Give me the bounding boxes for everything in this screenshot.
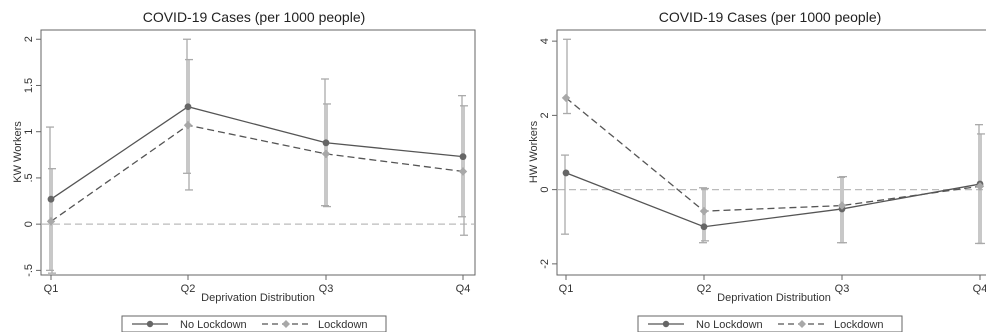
data-point-lockdown bbox=[561, 93, 571, 103]
y-tick-label: .5 bbox=[23, 173, 35, 182]
x-axis-label: Deprivation Distribution bbox=[201, 292, 315, 304]
chart-panel-hw: COVID-19 Cases (per 1000 people) HW Work… bbox=[528, 9, 986, 332]
x-tick-label: Q1 bbox=[44, 283, 59, 295]
x-axis-label: Deprivation Distribution bbox=[717, 292, 831, 304]
x-tick-label: Q3 bbox=[835, 283, 850, 295]
legend: No Lockdown Lockdown bbox=[121, 315, 387, 332]
data-point-no-lockdown bbox=[47, 195, 55, 203]
series-line-lockdown bbox=[50, 124, 464, 222]
chart-title: COVID-19 Cases (per 1000 people) bbox=[143, 9, 366, 25]
chart-marks: -.5 0 .5 1 1.5 2 Q1 Q2 Q3 Q4 bbox=[23, 36, 474, 295]
data-point-no-lockdown bbox=[562, 169, 570, 177]
plot-frame bbox=[40, 29, 476, 276]
series-line-lockdown bbox=[565, 97, 981, 212]
y-tick-label: -2 bbox=[539, 259, 551, 269]
data-point-no-lockdown bbox=[700, 223, 708, 231]
y-tick-label: 2 bbox=[539, 112, 551, 118]
y-axis-label: HW Workers bbox=[528, 120, 540, 183]
x-tick-label: Q2 bbox=[697, 283, 712, 295]
legend-marker-lockdown bbox=[282, 320, 290, 328]
data-point-lockdown bbox=[975, 182, 985, 191]
y-tick-label: 1.5 bbox=[23, 78, 35, 93]
legend-label-lockdown: Lockdown bbox=[318, 319, 368, 331]
chart-title: COVID-19 Cases (per 1000 people) bbox=[659, 9, 882, 25]
x-tick-label: Q3 bbox=[319, 283, 334, 295]
legend-label-lockdown: Lockdown bbox=[834, 319, 884, 331]
x-tick-label: Q4 bbox=[973, 283, 986, 295]
y-tick-label: 0 bbox=[539, 187, 551, 193]
data-point-no-lockdown bbox=[322, 139, 330, 147]
y-tick-label: -.5 bbox=[23, 264, 35, 277]
x-tick-label: Q2 bbox=[181, 283, 196, 295]
legend-box bbox=[121, 315, 387, 332]
legend-label-no-lockdown: No Lockdown bbox=[696, 319, 763, 331]
y-tick-label: 0 bbox=[23, 221, 35, 227]
y-tick-label: 4 bbox=[539, 38, 551, 44]
y-tick-label: 2 bbox=[23, 36, 35, 42]
data-point-lockdown bbox=[183, 121, 193, 130]
y-axis-label: KW Workers bbox=[12, 121, 24, 183]
legend-label-no-lockdown: No Lockdown bbox=[180, 319, 247, 331]
data-point-lockdown bbox=[46, 217, 56, 226]
y-tick-label: 1 bbox=[23, 129, 35, 135]
legend-marker-no-lockdown bbox=[662, 320, 670, 328]
data-point-lockdown bbox=[837, 201, 847, 210]
data-point-lockdown bbox=[321, 149, 331, 159]
legend-marker-no-lockdown bbox=[146, 320, 154, 328]
legend: No Lockdown Lockdown bbox=[637, 315, 903, 332]
x-tick-label: Q1 bbox=[559, 283, 574, 295]
chart-marks: -2 0 2 4 Q1 Q2 Q3 Q4 bbox=[539, 38, 986, 295]
series-line-no-lockdown bbox=[50, 106, 464, 200]
chart-panel-kw: COVID-19 Cases (per 1000 people) KW Work… bbox=[12, 9, 476, 332]
series-line-no-lockdown bbox=[565, 172, 981, 228]
plot-frame bbox=[556, 29, 986, 276]
data-point-lockdown bbox=[699, 206, 709, 216]
data-point-lockdown bbox=[458, 167, 468, 176]
legend-box bbox=[637, 315, 903, 332]
legend-marker-lockdown bbox=[798, 320, 806, 328]
data-point-no-lockdown bbox=[184, 103, 192, 111]
x-tick-label: Q4 bbox=[456, 283, 471, 295]
data-point-no-lockdown bbox=[459, 153, 467, 161]
